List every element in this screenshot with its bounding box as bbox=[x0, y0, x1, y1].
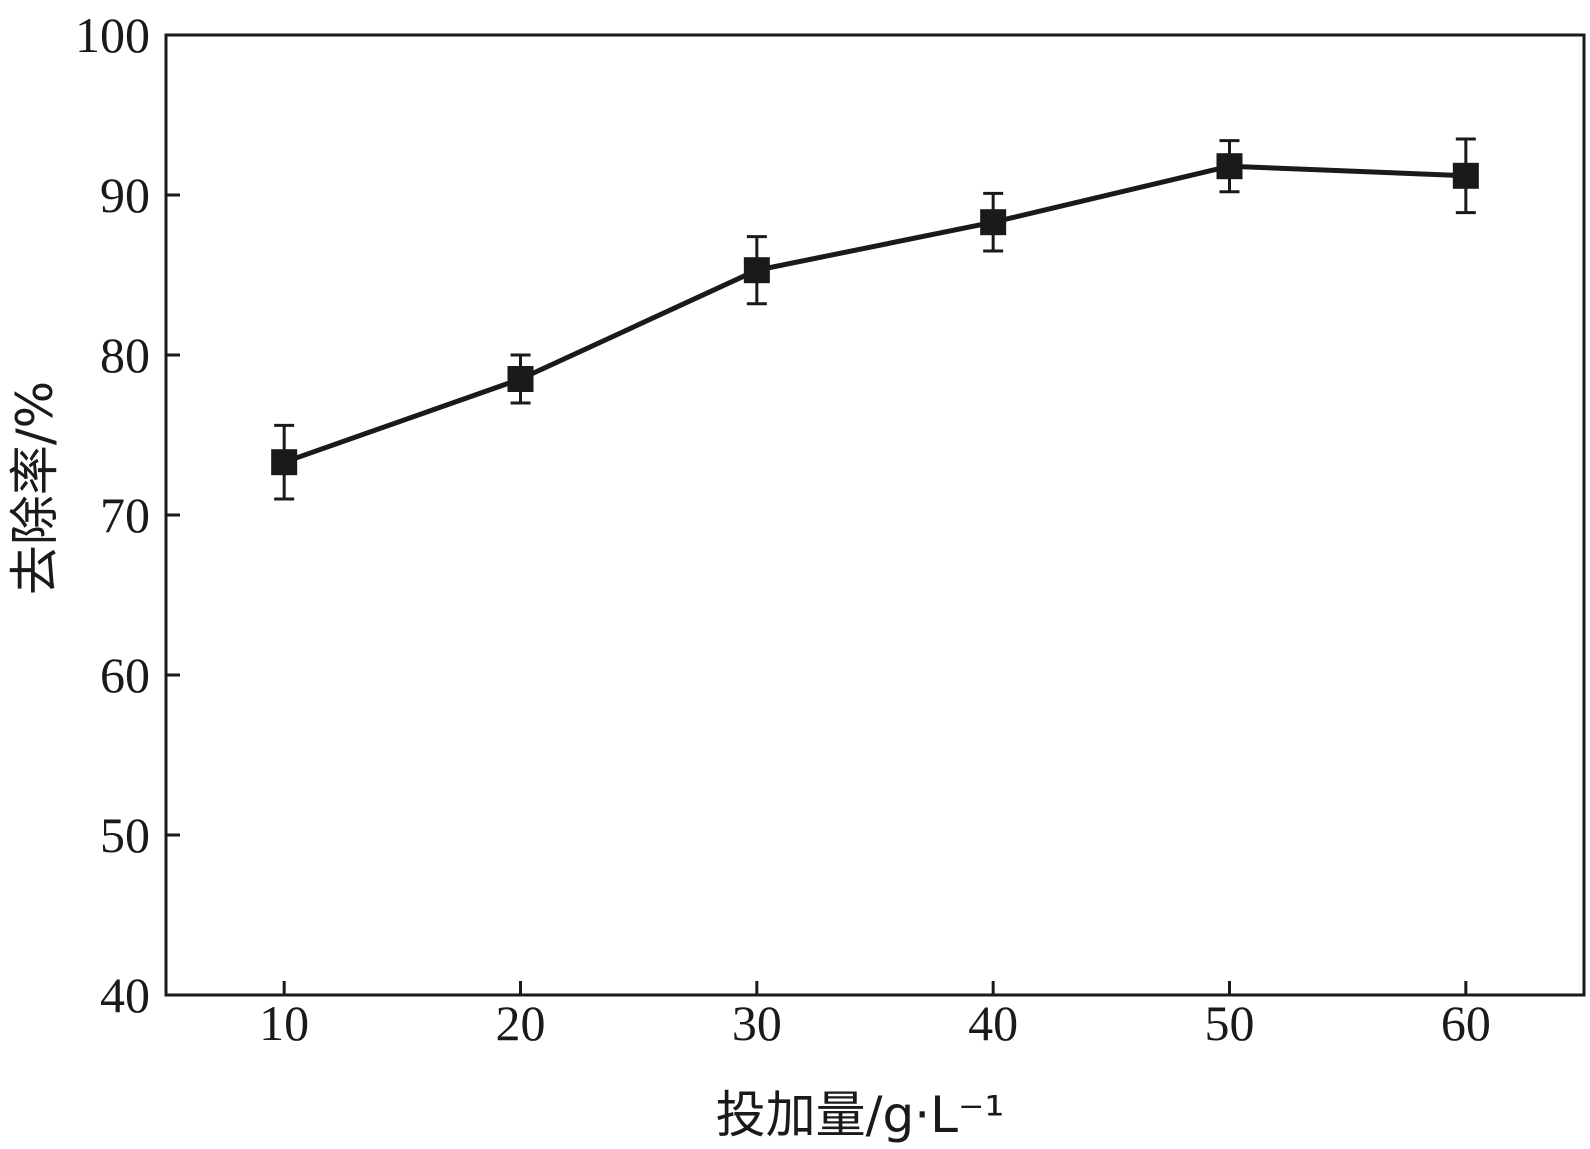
data-point bbox=[507, 366, 534, 392]
series-line bbox=[283, 163, 1466, 465]
y-axis: 40 50 60 70 80 90 100 bbox=[75, 7, 180, 1023]
data-point bbox=[1216, 153, 1243, 180]
x-tick-label: 20 bbox=[496, 995, 546, 1051]
x-axis-label: 投加量/g·L⁻¹ bbox=[716, 1086, 1005, 1144]
data-point bbox=[271, 449, 298, 476]
y-tick-label: 70 bbox=[100, 487, 150, 543]
y-tick-label: 40 bbox=[100, 967, 150, 1023]
x-axis: 10 20 30 40 50 60 bbox=[259, 981, 1491, 1051]
y-tick-label: 100 bbox=[75, 7, 150, 63]
x-tick-label: 60 bbox=[1441, 995, 1491, 1051]
data-point bbox=[743, 257, 770, 284]
x-tick-label: 30 bbox=[732, 995, 782, 1051]
x-tick-label: 40 bbox=[968, 995, 1018, 1051]
y-tick-label: 80 bbox=[100, 327, 150, 383]
y-tick-label: 60 bbox=[100, 647, 150, 703]
plot-frame bbox=[164, 33, 1586, 997]
x-tick-label: 50 bbox=[1205, 995, 1255, 1051]
y-tick-label: 90 bbox=[100, 167, 150, 223]
data-point bbox=[980, 209, 1007, 236]
series-layer bbox=[271, 137, 1479, 501]
y-axis-label: 去除率/% bbox=[6, 381, 64, 595]
data-point bbox=[1452, 162, 1479, 189]
x-tick-label: 10 bbox=[259, 995, 309, 1051]
y-tick-label: 50 bbox=[100, 807, 150, 863]
